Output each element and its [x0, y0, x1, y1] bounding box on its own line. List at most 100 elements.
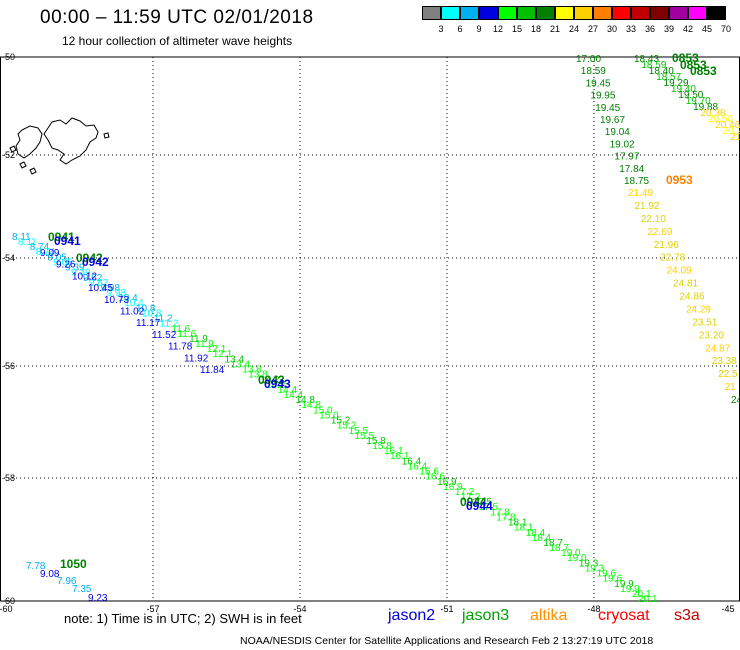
track-value: 23.38	[712, 356, 737, 367]
track-value: 19.04	[605, 127, 630, 138]
legend-label-12: 12	[492, 24, 503, 34]
track-value: 24.87	[705, 343, 730, 354]
lon-label: -48	[587, 604, 600, 614]
track-value: 18.7	[543, 538, 563, 549]
track-value: 16.9	[443, 482, 463, 493]
pass-label: 0941	[48, 230, 75, 244]
track-value: 9.05	[47, 252, 67, 263]
lat-label: -58	[2, 473, 15, 483]
map-title: 00:00 – 11:59 UTC 02/01/2018	[40, 7, 314, 28]
track-value: 9.23	[88, 593, 108, 604]
legend-label-30: 30	[606, 24, 617, 34]
legend-label-21: 21	[549, 24, 560, 34]
track-value: 18.1	[514, 523, 534, 534]
legend-swatch-42	[669, 6, 688, 20]
track-value: 19.40	[671, 84, 696, 95]
track-value: 14.2	[260, 375, 280, 386]
track-value: 15.2	[331, 416, 351, 427]
track-value: 15.0	[319, 410, 339, 421]
legend-label-24: 24	[568, 24, 579, 34]
legend-label-39: 39	[663, 24, 674, 34]
track-value: 11.9	[195, 339, 214, 350]
track-value: 10.8	[136, 303, 156, 314]
track-value: 24.29	[686, 304, 711, 315]
track-value: 11.84	[200, 365, 225, 376]
satellite-altika: altika	[530, 607, 568, 624]
track-value: 9.39	[71, 268, 91, 279]
coastline-east-falkland	[43, 117, 99, 165]
legend-label-6: 6	[457, 24, 463, 34]
track-value: 15.8	[366, 436, 386, 447]
pass-label: 0941	[54, 234, 81, 248]
map-subtitle: 12 hour collection of altimeter wave hei…	[62, 34, 293, 48]
track-value: 16.6	[419, 467, 439, 478]
track-value: 19.45	[595, 103, 620, 114]
legend-label-18: 18	[530, 24, 541, 34]
lat-label: -56	[2, 361, 15, 371]
legend-swatch-24	[555, 6, 574, 20]
coastline-islets	[9, 132, 110, 175]
track-value: 18.43	[634, 54, 659, 65]
track-value: 20.50	[708, 114, 733, 125]
track-value: 10.12	[72, 271, 97, 282]
track-value: 11.6	[177, 329, 196, 340]
track-value: 7.96	[57, 576, 77, 587]
track-value: 17.5	[473, 497, 493, 508]
track-value: 19.9	[620, 584, 640, 595]
legend-label-3: 3	[438, 24, 444, 34]
track-value: 18.75	[624, 176, 649, 187]
track-value: 11.17	[136, 318, 161, 329]
lon-label: -60	[0, 604, 13, 614]
track-value: 19.0	[561, 548, 581, 559]
track-value: 11.52	[152, 330, 177, 341]
track-value: 8.11	[18, 237, 37, 248]
pass-label: 0853	[672, 51, 699, 65]
footer-note: note: 1) Time is in UTC; 2) SWH is in fe…	[64, 611, 302, 626]
track-value: 14.8	[301, 400, 321, 411]
lon-label: -45	[721, 604, 734, 614]
lon-label: -51	[440, 604, 453, 614]
track-value: 17.84	[619, 164, 644, 175]
track-value: 21.49	[628, 188, 653, 199]
track-value: 14.4	[278, 385, 298, 396]
pass-label: 1050	[60, 557, 87, 571]
track-value: 20.1	[638, 594, 658, 605]
track-value: 12.1	[213, 349, 233, 360]
track-value: 18.7	[549, 543, 569, 554]
track-value: 22.10	[641, 214, 666, 225]
track-value: 17.5	[479, 502, 499, 513]
track-value: 14.8	[295, 395, 315, 406]
pass-label: 0853	[680, 58, 707, 72]
track-value: 12.1	[207, 344, 227, 355]
track-value: 23.51	[692, 317, 717, 328]
legend-swatch-18	[517, 6, 536, 20]
track-value: 24	[731, 395, 740, 406]
altimeter-tracks: 18.4318.5918.4018.5719.2919.4019.5019.70…	[12, 51, 740, 605]
footer-credit: NOAA/NESDIS Center for Satellite Applica…	[240, 635, 654, 647]
legend-swatch-45	[688, 6, 707, 20]
track-value: 9.09	[40, 248, 60, 259]
track-value: 19.67	[600, 115, 625, 126]
track-value: 8.74	[36, 247, 56, 258]
track-value: 11.2	[160, 319, 179, 330]
pass-label: 0944	[460, 495, 487, 509]
track-value: 15.5	[355, 431, 375, 442]
track-value: 9.26	[56, 260, 76, 271]
track-value: 8.11	[12, 232, 31, 243]
legend-label-33: 33	[625, 24, 636, 34]
legend-swatch-39	[650, 6, 669, 20]
legend-swatch-30	[593, 6, 612, 20]
pass-label: 0943	[258, 373, 285, 387]
track-value: 14.2	[266, 380, 286, 391]
track-value: 10.45	[88, 283, 113, 294]
track-value: 19.02	[610, 139, 635, 150]
track-value: 18.57	[656, 72, 681, 83]
track-value: 22.78	[660, 253, 685, 264]
legend-label-70: 70	[720, 24, 731, 34]
pass-label: 0953	[666, 173, 693, 187]
pass-label: 0942	[76, 251, 103, 265]
pass-label: 0853	[690, 64, 717, 78]
legend-label-36: 36	[644, 24, 655, 34]
track-value: 16.1	[384, 446, 404, 457]
